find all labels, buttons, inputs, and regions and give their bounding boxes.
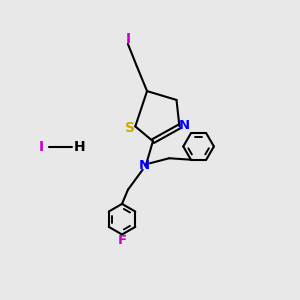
Text: H: H xyxy=(74,140,86,154)
Text: F: F xyxy=(118,235,127,248)
Text: N: N xyxy=(179,119,190,132)
Text: N: N xyxy=(139,159,150,172)
Text: I: I xyxy=(125,32,130,46)
Text: S: S xyxy=(125,121,135,135)
Text: I: I xyxy=(38,140,43,154)
